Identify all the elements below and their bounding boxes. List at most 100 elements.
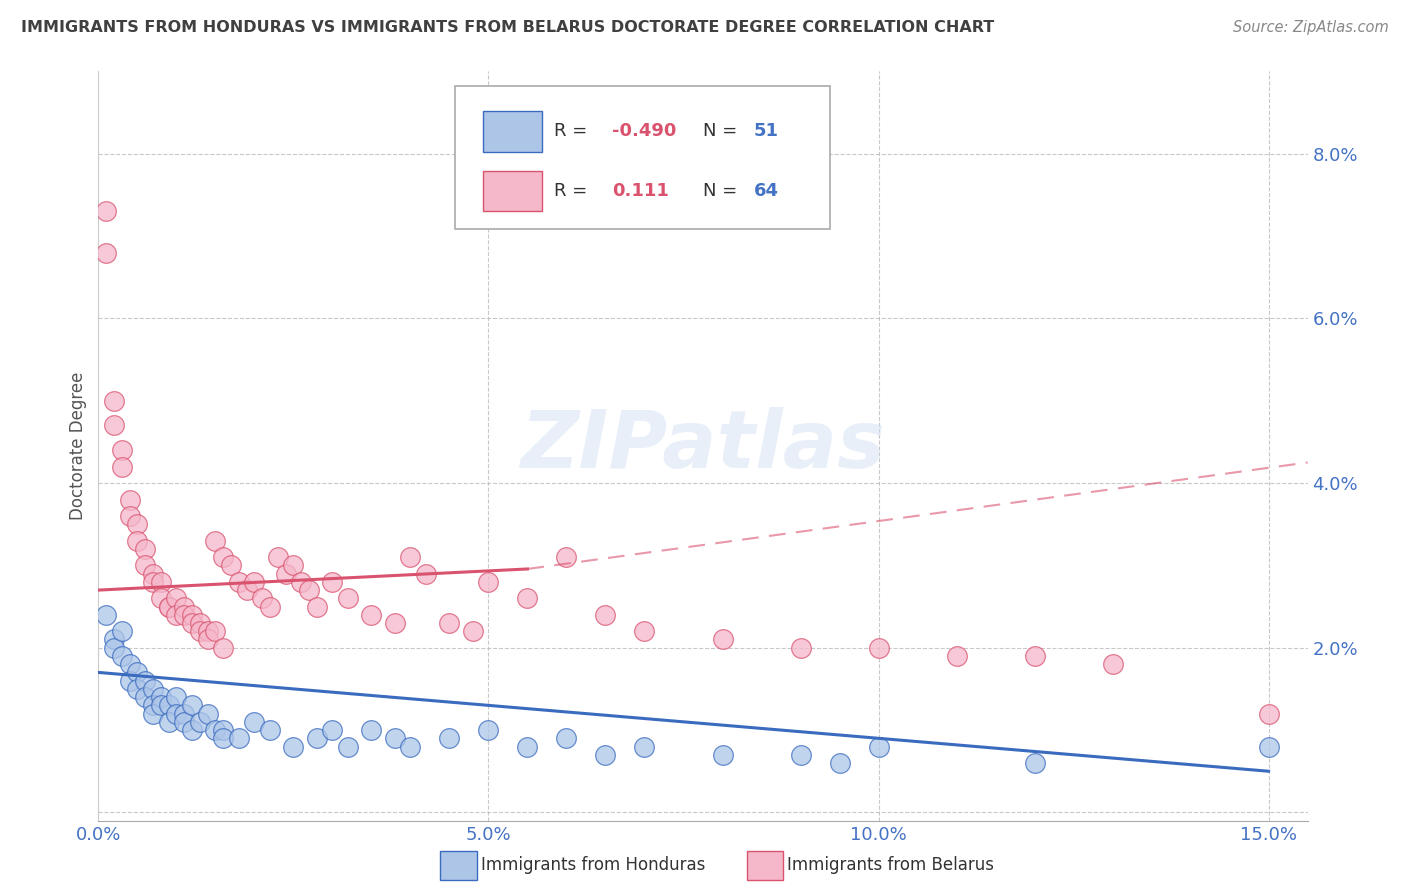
Point [439,731,461,746]
Point [228,731,250,746]
Point [305,731,328,746]
Point [945,648,967,663]
Text: N =: N = [703,182,742,200]
Text: Immigrants from Honduras: Immigrants from Honduras [481,856,706,874]
Point [298,583,321,598]
Point [212,731,235,746]
Point [399,739,422,754]
Point [789,640,811,655]
Text: IMMIGRANTS FROM HONDURAS VS IMMIGRANTS FROM BELARUS DOCTORATE DEGREE CORRELATION: IMMIGRANTS FROM HONDURAS VS IMMIGRANTS F… [21,20,994,35]
Point [188,624,211,639]
Point [181,615,204,630]
Point [165,607,187,622]
Point [111,443,134,458]
Point [157,714,180,729]
Point [633,624,655,639]
Point [181,607,204,622]
Point [219,558,242,573]
Text: Source: ZipAtlas.com: Source: ZipAtlas.com [1233,20,1389,35]
Point [360,723,382,737]
Point [337,739,360,754]
Point [142,566,165,581]
Point [96,204,118,219]
Point [173,714,195,729]
Point [235,583,257,598]
Point [711,632,734,647]
Point [142,706,165,721]
Point [197,632,219,647]
Point [252,591,274,606]
Point [516,591,538,606]
Point [103,418,125,433]
Point [243,714,266,729]
Point [516,739,538,754]
Point [267,550,290,565]
Point [415,566,437,581]
Point [188,615,211,630]
Point [157,698,180,713]
Point [142,698,165,713]
Point [127,533,149,548]
Point [243,574,266,589]
Text: Immigrants from Belarus: Immigrants from Belarus [787,856,994,874]
Point [103,393,125,408]
Point [204,624,226,639]
Point [188,714,211,729]
Point [321,723,343,737]
Point [595,607,617,622]
Point [305,599,328,614]
Point [555,731,578,746]
Point [212,550,235,565]
Point [321,574,343,589]
Point [157,599,180,614]
Point [204,723,226,737]
Point [197,624,219,639]
Point [127,665,149,680]
Point [103,640,125,655]
Point [290,574,312,589]
Point [337,591,360,606]
Point [868,640,890,655]
Point [103,632,125,647]
Point [595,747,617,762]
Point [283,739,305,754]
Point [149,591,172,606]
Point [134,673,156,688]
Point [228,574,250,589]
Point [477,574,499,589]
Point [173,706,195,721]
Text: ZIPatlas: ZIPatlas [520,407,886,485]
Point [118,492,141,507]
Point [477,723,499,737]
Point [399,550,422,565]
Point [173,599,195,614]
Point [165,690,187,705]
Point [1024,648,1046,663]
Point [259,599,281,614]
Point [1024,756,1046,770]
Text: 64: 64 [754,182,779,200]
Point [127,681,149,696]
Point [118,508,141,523]
Point [142,574,165,589]
Point [259,723,281,737]
Point [828,756,851,770]
Point [149,698,172,713]
Point [384,615,406,630]
Point [149,690,172,705]
Point [555,550,578,565]
Point [157,599,180,614]
Point [181,698,204,713]
Point [711,747,734,762]
Point [1257,706,1279,721]
Point [1101,657,1123,672]
Point [181,723,204,737]
Text: R =: R = [554,122,593,140]
Point [1257,739,1279,754]
Point [111,459,134,474]
Text: 0.111: 0.111 [613,182,669,200]
Text: N =: N = [703,122,742,140]
Point [868,739,890,754]
Point [461,624,484,639]
Point [165,591,187,606]
